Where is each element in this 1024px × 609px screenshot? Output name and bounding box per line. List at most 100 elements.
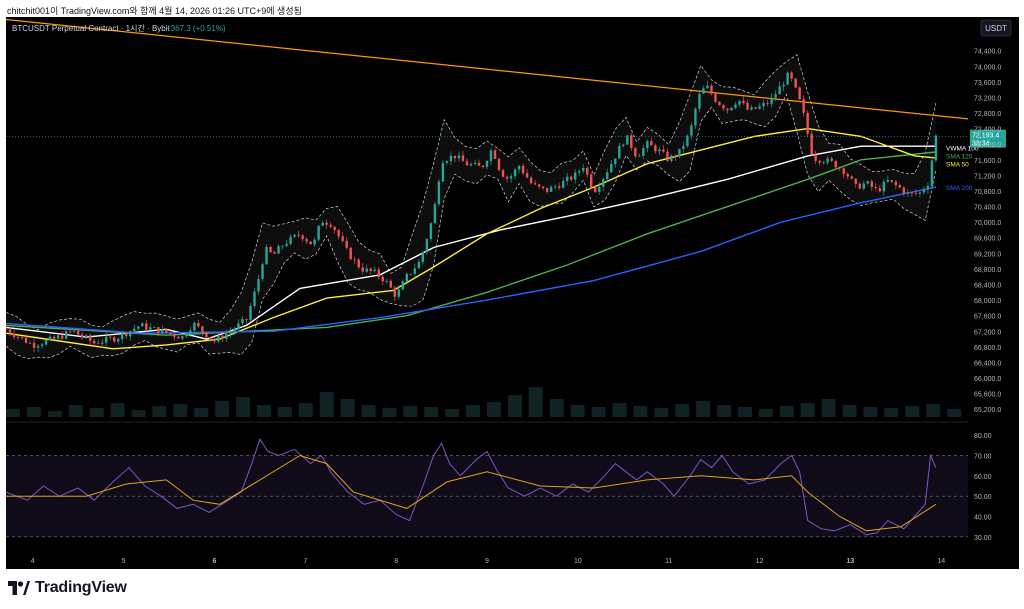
- candle-body: [72, 330, 76, 332]
- candle-body: [565, 176, 569, 181]
- candle-body: [369, 268, 372, 272]
- y-tick-label: 74,400.0: [974, 49, 1001, 56]
- candle-body: [774, 94, 777, 98]
- candle-body: [766, 102, 769, 104]
- candle-body: [317, 225, 320, 240]
- currency-button[interactable]: [980, 19, 1012, 37]
- rsi-tick-label: 60.00: [974, 474, 992, 481]
- candle-body: [397, 289, 401, 297]
- volume-bar: [6, 409, 20, 417]
- candle-body: [762, 102, 765, 107]
- candle-body: [666, 151, 669, 161]
- volume-bar: [173, 404, 188, 417]
- candle-body: [457, 155, 461, 159]
- candle-body: [481, 165, 485, 167]
- candle-body: [642, 148, 645, 156]
- indicator-line: [6, 186, 937, 334]
- y-tick-label: 73,600.0: [974, 80, 1001, 87]
- candle-body: [381, 276, 384, 282]
- candle-body: [469, 164, 473, 166]
- candle-body: [36, 346, 40, 348]
- candle-body: [726, 108, 729, 111]
- y-tick-label: 66,800.0: [974, 345, 1001, 352]
- candle-body: [738, 100, 741, 105]
- candle-body: [337, 230, 340, 237]
- candle-body: [313, 239, 316, 245]
- candle-body: [40, 344, 44, 347]
- brand[interactable]: TradingView: [8, 579, 127, 597]
- candle-body: [60, 335, 64, 339]
- candle-body: [602, 179, 605, 187]
- candle-body: [561, 180, 565, 188]
- candle-body: [201, 326, 204, 333]
- candle-body: [473, 162, 477, 165]
- candle-body: [826, 158, 829, 163]
- candle-body: [125, 333, 128, 337]
- candle-body: [501, 170, 505, 177]
- countdown-value: 33:34: [972, 141, 990, 148]
- candle-body: [922, 189, 926, 193]
- candle-body: [357, 259, 360, 268]
- candle-body: [750, 107, 753, 110]
- candle-body: [690, 125, 693, 136]
- x-tick-label: 5: [122, 558, 126, 565]
- y-tick-label: 67,600.0: [974, 314, 1001, 321]
- candle-body: [670, 155, 673, 161]
- candle-body: [926, 185, 930, 190]
- volume-bar: [194, 408, 209, 417]
- candle-body: [209, 337, 212, 340]
- candle-body: [646, 141, 649, 149]
- candle-body: [52, 336, 56, 339]
- volume-bar: [842, 405, 857, 417]
- candle-body: [241, 319, 244, 324]
- candle-body: [525, 173, 529, 178]
- candle-body: [706, 85, 709, 89]
- volume-bar: [779, 406, 794, 417]
- volume-bar: [633, 406, 648, 417]
- candle-body: [417, 261, 421, 269]
- y-tick-label: 73,200.0: [974, 95, 1001, 102]
- chart-frame[interactable]: VWMA 100 SMA 120 SMA 50 SMA 200 72,193.4 33:…: [6, 17, 1019, 569]
- candle-body: [934, 135, 938, 161]
- candle-body: [229, 331, 232, 334]
- y-tick-label: 72,800.0: [974, 111, 1001, 118]
- candle-body: [497, 158, 501, 171]
- candle-body: [674, 155, 677, 157]
- candle-body: [64, 331, 68, 339]
- candle-body: [838, 167, 841, 169]
- indicator-label: VWMA 100: [946, 146, 979, 153]
- band-fill: [6, 54, 936, 359]
- volume-bar: [382, 408, 397, 417]
- candle-body: [449, 155, 453, 162]
- candle-body: [834, 160, 837, 168]
- candle-body: [101, 342, 104, 344]
- candle-body: [790, 72, 793, 79]
- candle-body: [217, 335, 220, 342]
- volume-bar: [68, 405, 83, 417]
- rsi-tick-label: 70.00: [974, 453, 992, 460]
- candle-body: [850, 176, 853, 179]
- candle-body: [698, 93, 701, 109]
- volume-bar: [758, 409, 773, 417]
- candle-body: [121, 333, 124, 340]
- brand-name: TradingView: [35, 579, 127, 596]
- candle-body: [253, 291, 256, 307]
- volume-bar: [821, 399, 836, 417]
- volume-bar: [612, 403, 627, 417]
- candle-body: [626, 135, 629, 145]
- candle-body: [48, 336, 52, 341]
- candle-body: [429, 223, 433, 240]
- volume-bar: [340, 399, 355, 417]
- candle-body: [461, 155, 465, 162]
- x-tick-label: 10: [574, 558, 582, 565]
- x-tick-label: 6: [212, 558, 216, 565]
- bollinger-bands: [6, 54, 937, 360]
- currency-label: USDT: [985, 24, 1007, 33]
- candle-body: [105, 336, 108, 343]
- y-tick-label: 66,000.0: [974, 376, 1001, 383]
- candle-body: [702, 88, 705, 94]
- candle-body: [890, 179, 894, 182]
- candle-body: [553, 186, 557, 188]
- candle-body: [421, 252, 425, 262]
